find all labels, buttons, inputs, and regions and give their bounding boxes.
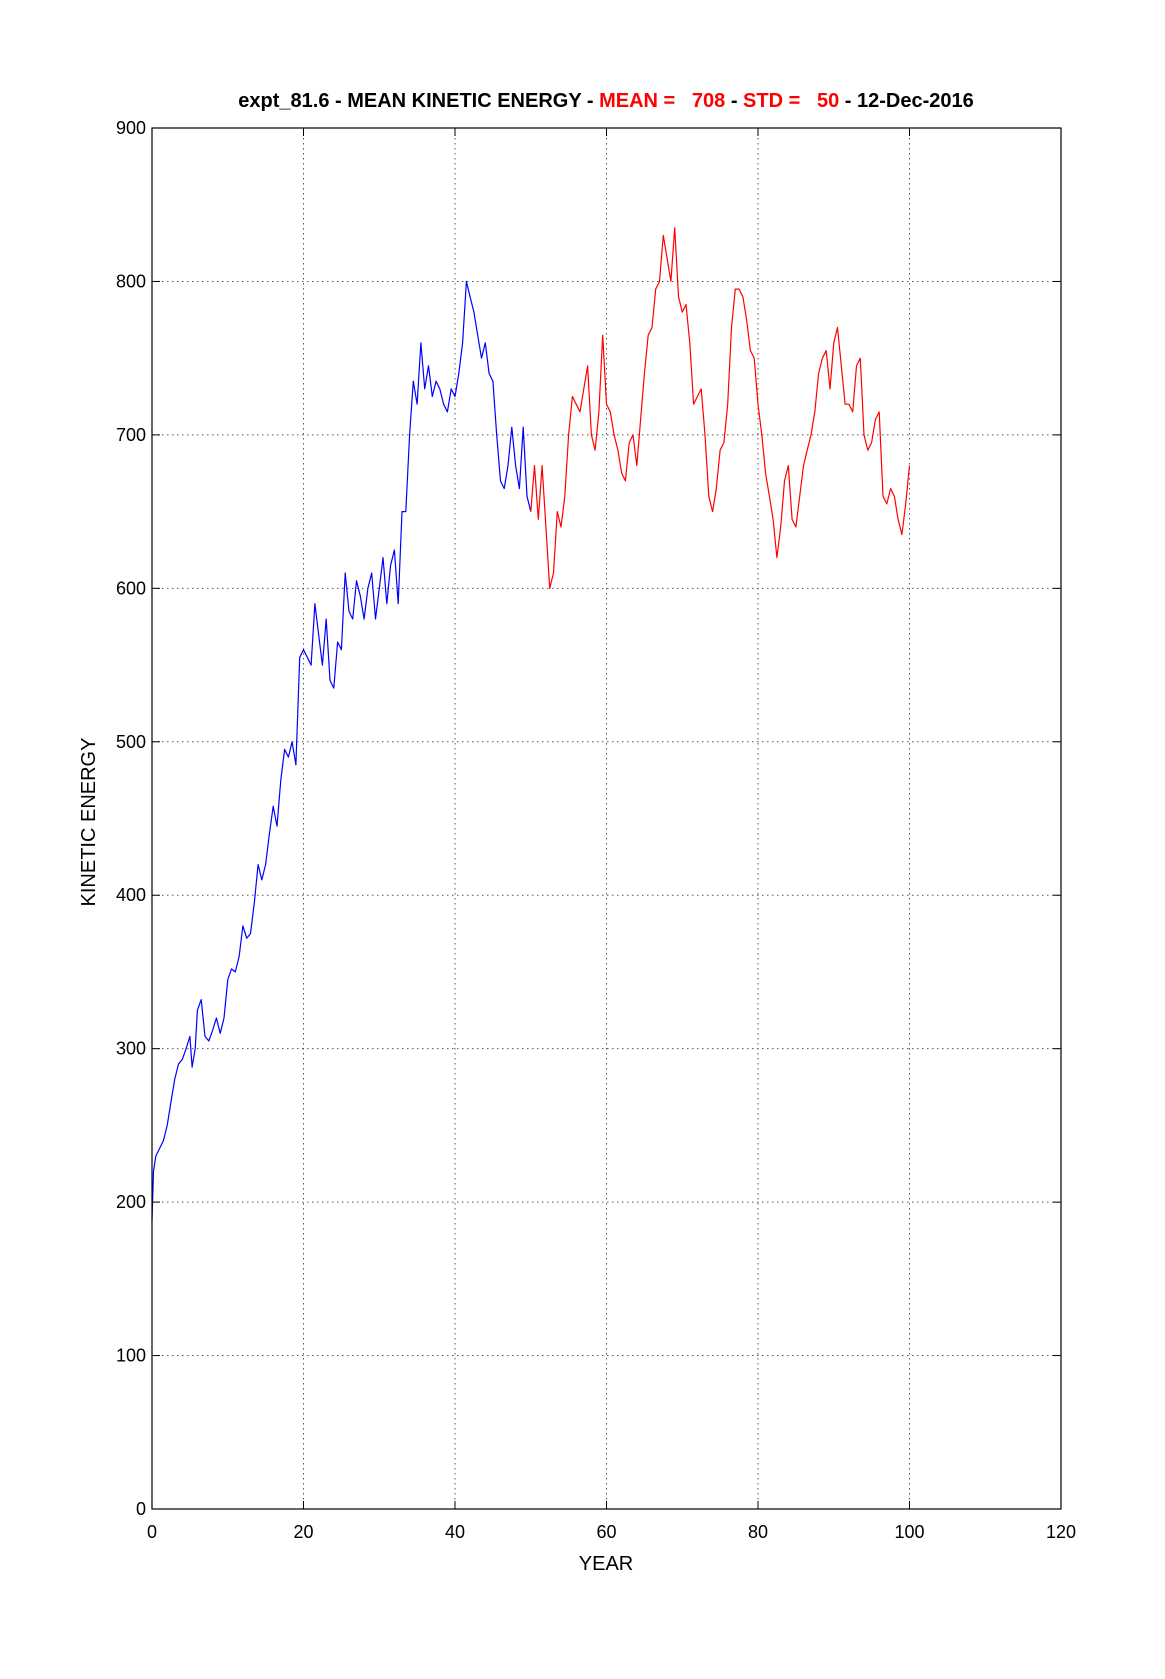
x-tick-label: 60 [596, 1522, 616, 1542]
y-tick-label: 600 [116, 578, 146, 598]
x-tick-label: 80 [748, 1522, 768, 1542]
x-tick-label: 120 [1046, 1522, 1076, 1542]
y-tick-label: 900 [116, 118, 146, 138]
title-part-4: STD = 50 [743, 90, 839, 112]
title-part-3: - [725, 90, 743, 112]
x-tick-label: 20 [293, 1522, 313, 1542]
y-tick-label: 800 [116, 271, 146, 291]
grid-lines [152, 128, 1061, 1509]
x-tick-label: 100 [894, 1522, 924, 1542]
axis-ticks: 0 20 40 60 80 100 120 0 100 200 300 400 500 600 700 800… [116, 118, 1076, 1542]
y-tick-label: 500 [116, 732, 146, 752]
y-tick-label: 300 [116, 1039, 146, 1059]
x-tick-label: 0 [147, 1522, 157, 1542]
y-tick-label: 700 [116, 425, 146, 445]
series-line-1 [151, 280, 532, 1221]
y-tick-label: 100 [116, 1346, 146, 1366]
x-tick-label: 40 [445, 1522, 465, 1542]
series-lines [151, 227, 911, 1221]
series-line-2 [530, 227, 911, 589]
y-tick-label: 0 [136, 1499, 146, 1519]
y-tick-label: 400 [116, 885, 146, 905]
chart-title: expt_81.6 - MEAN KINETIC ENERGY - MEAN =… [238, 90, 973, 112]
title-part-2: MEAN = 708 [599, 90, 725, 112]
title-part-5: - 12-Dec-2016 [839, 90, 974, 112]
y-axis-label: KINETIC ENERGY [78, 738, 100, 907]
x-axis-label: YEAR [579, 1553, 633, 1575]
y-tick-label: 200 [116, 1192, 146, 1212]
title-part-1: expt_81.6 - MEAN KINETIC ENERGY - [238, 90, 599, 112]
